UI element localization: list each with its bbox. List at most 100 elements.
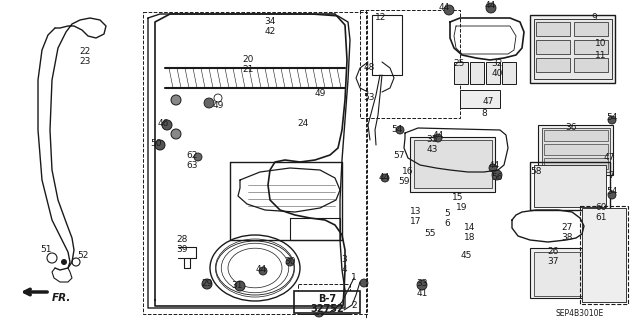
Text: 14: 14: [464, 224, 476, 233]
Text: 21: 21: [243, 65, 253, 75]
Bar: [414, 140, 492, 188]
Text: 30: 30: [284, 256, 296, 265]
Circle shape: [61, 259, 67, 265]
Text: 37: 37: [547, 257, 559, 266]
Circle shape: [171, 129, 181, 139]
Bar: [502, 62, 516, 84]
Text: 36: 36: [565, 123, 577, 132]
Text: 13: 13: [410, 206, 422, 216]
Text: 38: 38: [561, 234, 573, 242]
Text: 51: 51: [40, 246, 52, 255]
Circle shape: [314, 307, 324, 317]
Text: 61: 61: [595, 213, 607, 222]
Circle shape: [286, 258, 294, 266]
Circle shape: [434, 134, 442, 142]
Bar: [530, 15, 615, 83]
Circle shape: [360, 279, 368, 287]
Text: SEP4B3010E: SEP4B3010E: [556, 308, 604, 317]
Text: 12: 12: [375, 13, 387, 23]
Text: 18: 18: [464, 234, 476, 242]
Bar: [298, 284, 350, 314]
Text: 17: 17: [410, 217, 422, 226]
Bar: [544, 144, 608, 155]
Text: 45: 45: [460, 250, 472, 259]
Text: 32752: 32752: [310, 304, 344, 314]
Text: 63: 63: [186, 160, 198, 169]
Text: 15: 15: [452, 194, 464, 203]
Bar: [536, 40, 570, 54]
Circle shape: [235, 281, 245, 291]
Bar: [530, 162, 610, 210]
Circle shape: [486, 3, 496, 13]
Bar: [534, 252, 582, 296]
Circle shape: [492, 170, 502, 180]
Bar: [534, 165, 606, 207]
Bar: [542, 128, 610, 172]
Text: 53: 53: [364, 93, 375, 102]
Text: 48: 48: [364, 63, 374, 72]
Bar: [580, 206, 628, 304]
Bar: [574, 22, 608, 36]
Text: 20: 20: [243, 56, 253, 64]
Text: 34: 34: [264, 18, 276, 26]
Circle shape: [162, 120, 172, 130]
Circle shape: [417, 280, 427, 290]
Text: 44: 44: [484, 2, 495, 11]
Bar: [536, 58, 570, 72]
Bar: [536, 22, 570, 36]
Bar: [574, 58, 608, 72]
Text: 9: 9: [591, 13, 597, 23]
Text: 60: 60: [595, 204, 607, 212]
Text: 54: 54: [606, 114, 618, 122]
Circle shape: [444, 5, 454, 15]
Text: 57: 57: [393, 151, 404, 160]
Text: 49: 49: [314, 88, 326, 98]
Bar: [582, 208, 626, 302]
Text: 10: 10: [595, 40, 607, 48]
Bar: [360, 10, 460, 118]
Text: 5: 5: [444, 209, 450, 218]
Text: 11: 11: [595, 51, 607, 61]
Circle shape: [194, 153, 202, 161]
Bar: [372, 15, 402, 75]
Text: 28: 28: [176, 235, 188, 244]
Text: 42: 42: [264, 27, 276, 36]
Bar: [410, 137, 495, 192]
Text: 4: 4: [341, 265, 347, 275]
Text: 23: 23: [79, 57, 91, 66]
Text: 55: 55: [424, 228, 436, 238]
Bar: [538, 125, 613, 175]
Text: 25: 25: [453, 58, 465, 68]
Bar: [544, 130, 608, 141]
Text: 52: 52: [77, 250, 89, 259]
Text: 24: 24: [298, 118, 308, 128]
Text: 56: 56: [492, 174, 503, 182]
Circle shape: [202, 279, 212, 289]
Text: 6: 6: [444, 219, 450, 227]
Text: 3: 3: [341, 256, 347, 264]
Text: 8: 8: [481, 108, 487, 117]
Text: 44: 44: [488, 160, 500, 169]
Text: 54: 54: [391, 125, 403, 135]
Bar: [294, 291, 360, 313]
Text: FR.: FR.: [52, 293, 72, 303]
Bar: [486, 62, 500, 84]
Bar: [454, 62, 468, 84]
Text: 35: 35: [426, 136, 438, 145]
Text: 54: 54: [606, 188, 618, 197]
Circle shape: [155, 140, 165, 150]
Circle shape: [171, 95, 181, 105]
Text: 62: 62: [186, 151, 198, 160]
Bar: [544, 158, 608, 169]
Text: B-7: B-7: [318, 294, 336, 304]
Text: 44: 44: [438, 4, 450, 12]
Bar: [530, 248, 585, 298]
Bar: [143, 12, 367, 314]
Text: 32: 32: [492, 58, 502, 68]
Circle shape: [489, 164, 497, 172]
Bar: [534, 19, 612, 79]
Circle shape: [259, 267, 267, 275]
Text: 7: 7: [608, 170, 614, 180]
Text: 49: 49: [212, 100, 224, 109]
Bar: [470, 62, 484, 84]
